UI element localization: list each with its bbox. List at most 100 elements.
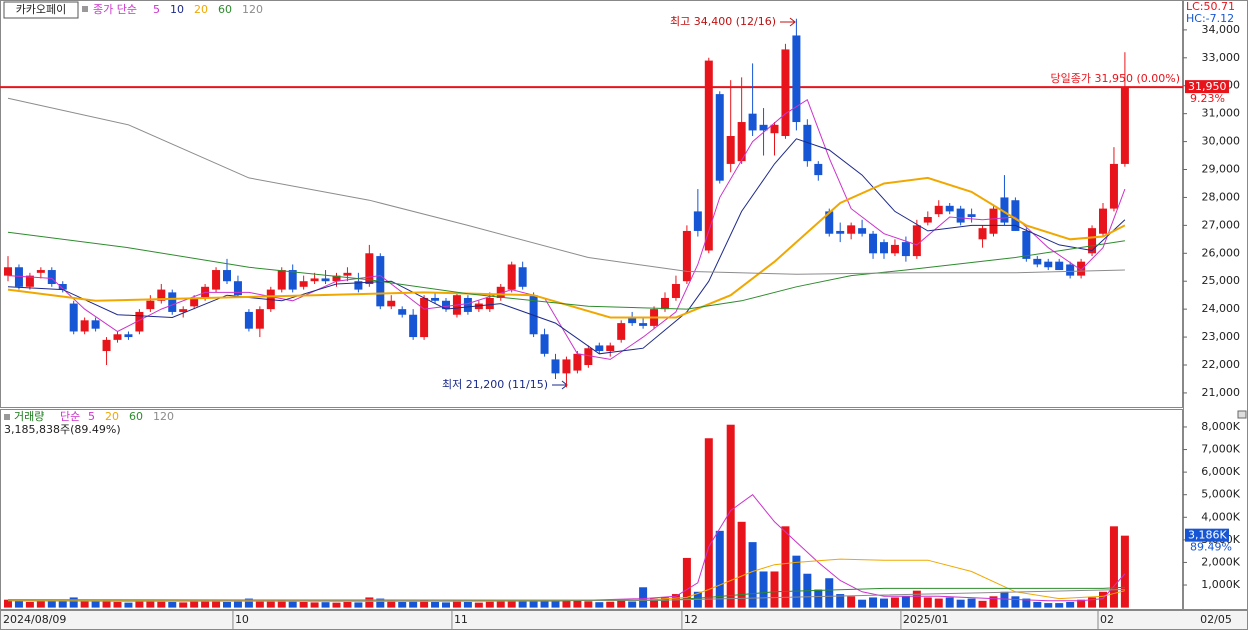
ma-line bbox=[7, 231, 1125, 310]
volume-bar bbox=[91, 601, 100, 608]
volume-bar bbox=[343, 601, 352, 608]
volume-bar bbox=[967, 598, 976, 608]
y-tick-label: 4,000K bbox=[1201, 510, 1240, 523]
volume-bar bbox=[266, 600, 275, 608]
candle-body bbox=[858, 228, 867, 234]
volume-bar bbox=[770, 571, 779, 608]
volume-bar bbox=[573, 600, 582, 608]
volume-bar bbox=[299, 601, 308, 608]
volume-bar bbox=[146, 601, 155, 608]
volume-bar bbox=[858, 599, 867, 608]
candle-body bbox=[792, 35, 801, 123]
ma-line bbox=[7, 589, 1125, 601]
candle-body bbox=[1109, 163, 1118, 209]
candle-body bbox=[715, 94, 724, 181]
close-text: 당일종가 31,950 (0.00%) bbox=[1051, 71, 1181, 85]
candle-body bbox=[233, 281, 242, 296]
volume-bar bbox=[540, 600, 549, 608]
candle-body bbox=[880, 242, 888, 254]
candle-body bbox=[726, 136, 735, 164]
volume-bar bbox=[332, 602, 341, 608]
volume-bar bbox=[321, 602, 330, 608]
volume-bar bbox=[912, 590, 921, 608]
volume-bar bbox=[387, 600, 396, 608]
volume-bar bbox=[792, 555, 801, 608]
volume-bar bbox=[562, 600, 571, 608]
volume-bar bbox=[80, 600, 89, 608]
volume-bar bbox=[1120, 535, 1129, 608]
last-price-label: 31,950 bbox=[1188, 80, 1227, 93]
candle-body bbox=[1011, 200, 1020, 231]
candle-body bbox=[321, 278, 330, 282]
volume-bar bbox=[420, 599, 429, 608]
candle-body bbox=[956, 208, 965, 223]
candle-body bbox=[387, 300, 396, 307]
legend-label: 단순 bbox=[60, 410, 80, 423]
candle-body bbox=[1022, 230, 1031, 259]
candle-body bbox=[299, 281, 308, 287]
volume-bar bbox=[956, 599, 965, 608]
volume-bar bbox=[398, 601, 407, 608]
candle-body bbox=[1055, 261, 1064, 271]
volume-bar bbox=[759, 571, 768, 608]
volume-bar bbox=[255, 601, 264, 608]
legend-icon bbox=[82, 6, 88, 12]
candle-body bbox=[212, 270, 221, 290]
candle-body bbox=[431, 297, 440, 301]
volume-bar bbox=[595, 602, 604, 608]
x-axis bbox=[0, 610, 1248, 630]
volume-bar bbox=[442, 602, 450, 608]
candle-body bbox=[529, 295, 538, 335]
candle-body bbox=[485, 297, 494, 310]
candle-body bbox=[244, 311, 253, 329]
volume-bar bbox=[135, 600, 144, 608]
volume-bar bbox=[847, 596, 856, 608]
candle-body bbox=[934, 205, 943, 215]
volume-bar bbox=[869, 597, 878, 608]
y-tick-label: 2,000K bbox=[1201, 555, 1240, 568]
y-tick-label: 31,000 bbox=[1202, 107, 1241, 120]
candle-body bbox=[4, 267, 12, 276]
candle-body bbox=[354, 281, 363, 290]
panel-button[interactable] bbox=[1237, 410, 1247, 419]
volume-bar bbox=[1088, 597, 1097, 608]
volume-bar bbox=[814, 589, 823, 608]
candle-body bbox=[1044, 261, 1053, 268]
ma-line bbox=[7, 97, 1125, 275]
candle-body bbox=[923, 216, 932, 223]
candle-body bbox=[836, 230, 845, 234]
legend-entry: 60 bbox=[129, 410, 143, 423]
y-tick-label: 5,000K bbox=[1201, 488, 1240, 501]
candle-body bbox=[310, 278, 319, 282]
high-arrow bbox=[780, 17, 796, 27]
volume-bar bbox=[682, 557, 691, 608]
candle-body bbox=[704, 60, 713, 251]
volume-bar bbox=[890, 597, 899, 608]
candle-body bbox=[365, 253, 374, 285]
volume-bar bbox=[639, 587, 648, 608]
volume-bar bbox=[529, 600, 538, 608]
volume-bar bbox=[737, 521, 746, 608]
candle-body bbox=[47, 270, 56, 285]
candle-body bbox=[1000, 197, 1009, 223]
candle-body bbox=[595, 345, 604, 352]
volume-bar bbox=[551, 601, 560, 608]
x-tick-label: 2025/01 bbox=[903, 613, 949, 626]
y-tick-label: 27,000 bbox=[1202, 218, 1241, 231]
volume-bar bbox=[617, 600, 626, 608]
volume-bar bbox=[354, 602, 363, 608]
candle-body bbox=[912, 225, 921, 257]
candle-body bbox=[255, 309, 264, 329]
volume-bar bbox=[69, 597, 78, 608]
candle-body bbox=[409, 314, 418, 338]
candle-body bbox=[1077, 261, 1086, 276]
y-tick-label: 28,000 bbox=[1202, 190, 1241, 203]
candle-body bbox=[945, 205, 954, 212]
volume-bar bbox=[233, 600, 242, 608]
x-tick-label: 02 bbox=[1100, 613, 1114, 626]
volume-bar bbox=[168, 601, 177, 608]
volume-bar bbox=[1066, 601, 1075, 608]
lc-label: LC:50.71 bbox=[1186, 0, 1235, 13]
candle-body bbox=[146, 300, 155, 310]
y-tick-label: 29,000 bbox=[1202, 163, 1241, 176]
